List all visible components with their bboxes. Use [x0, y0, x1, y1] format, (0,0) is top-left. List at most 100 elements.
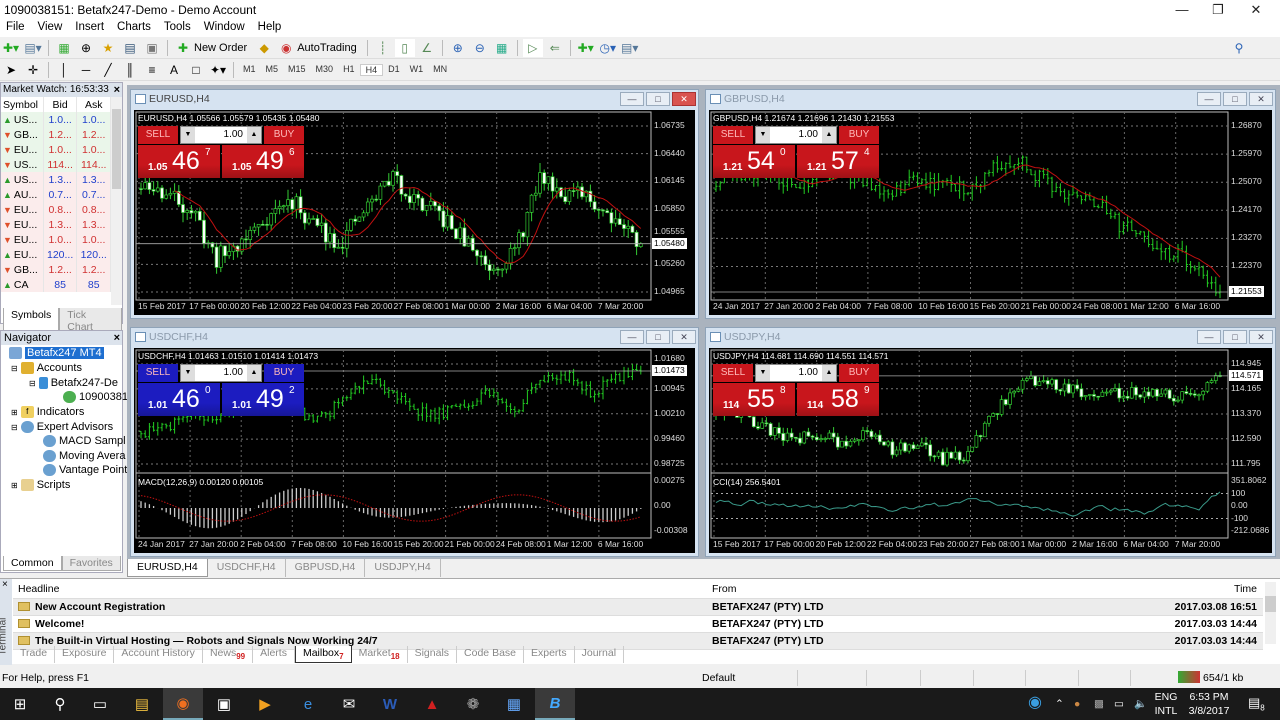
lot-decrease-icon[interactable]: ▼: [756, 127, 770, 143]
tab-common[interactable]: Common: [3, 556, 62, 571]
chart-close-button[interactable]: ✕: [672, 92, 696, 106]
terminal-icon[interactable]: ▤: [124, 41, 136, 55]
terminal-tab-experts[interactable]: Experts: [524, 646, 575, 663]
buy-button[interactable]: BUY: [264, 126, 304, 144]
market-watch-row[interactable]: ▲ EU... 120... 120...: [1, 247, 111, 262]
chart-tab-usdjpy[interactable]: USDJPY,H4: [365, 559, 441, 577]
market-watch-row[interactable]: ▲ US... 1.3... 1.3...: [1, 172, 111, 187]
timeframe-m1[interactable]: M1: [243, 64, 256, 74]
chart-window-eurusd[interactable]: EURUSD,H4 — □ ✕ 1.06735 1.06440 1.06145 1.05850…: [130, 89, 699, 319]
terminal-tab-news[interactable]: News99: [203, 646, 254, 663]
terminal-tab-exposure[interactable]: Exposure: [55, 646, 115, 663]
nav-account-number[interactable]: 10900381: [79, 391, 128, 403]
market-watch-row[interactable]: ▲ AU... 0.7... 0.7...: [1, 187, 111, 202]
lot-decrease-icon[interactable]: ▼: [181, 127, 195, 143]
sell-price-box[interactable]: 1.21 54 0: [713, 145, 795, 178]
chart-canvas[interactable]: 1.06735 1.06440 1.06145 1.05850 1.05555 1.052…: [134, 110, 695, 315]
buy-button[interactable]: BUY: [264, 364, 304, 382]
terminal-scrollbar[interactable]: [1265, 582, 1276, 644]
autotrading-button[interactable]: AutoTrading: [297, 42, 357, 54]
timeframe-h1[interactable]: H1: [343, 64, 355, 74]
menu-charts[interactable]: Charts: [117, 21, 151, 33]
lot-decrease-icon[interactable]: ▼: [756, 365, 770, 381]
market-watch-close-icon[interactable]: ×: [113, 84, 120, 96]
autotrading-icon[interactable]: ◉: [280, 41, 292, 55]
sell-button[interactable]: SELL: [138, 364, 178, 382]
close-button[interactable]: ✕: [1250, 2, 1262, 17]
chart-close-button[interactable]: ✕: [672, 330, 696, 344]
equidistant-channel-icon[interactable]: ║: [125, 63, 135, 77]
nav-accounts[interactable]: Accounts: [36, 362, 82, 374]
nav-expert-advisors[interactable]: Expert Advisors: [36, 421, 114, 433]
search-icon[interactable]: ⚲: [54, 696, 66, 713]
cursor-icon[interactable]: ➤: [5, 63, 17, 77]
chart-maximize-button[interactable]: □: [646, 330, 670, 344]
market-watch-row[interactable]: ▼ EU... 1.0... 1.0...: [1, 232, 111, 247]
profiles-icon[interactable]: ▤▾: [24, 41, 42, 55]
market-watch-row[interactable]: ▼ US... 114... 114...: [1, 157, 111, 172]
terminal-tab-alerts[interactable]: Alerts: [253, 646, 295, 663]
crosshair-icon[interactable]: ✛: [27, 63, 39, 77]
chart-tab-usdchf[interactable]: USDCHF,H4: [208, 559, 286, 577]
chart-tab-gbpusd[interactable]: GBPUSD,H4: [286, 559, 366, 577]
new-chart-icon[interactable]: ✚▾: [2, 41, 20, 55]
timeframe-m5[interactable]: M5: [265, 64, 279, 74]
new-order-icon[interactable]: ✚: [177, 41, 189, 55]
media-player-icon[interactable]: ▶: [259, 696, 271, 713]
mail-row[interactable]: The Built-in Virtual Hosting — Robots an…: [13, 633, 1263, 650]
firefox-icon[interactable]: ◉: [163, 688, 203, 720]
chart-close-button[interactable]: ✕: [1249, 330, 1273, 344]
lot-decrease-icon[interactable]: ▼: [181, 365, 195, 381]
chart-maximize-button[interactable]: □: [1223, 92, 1247, 106]
acrobat-icon[interactable]: ▲: [424, 695, 440, 713]
buy-price-box[interactable]: 1.01 49 2: [222, 383, 304, 416]
vertical-line-icon[interactable]: │: [60, 63, 68, 77]
market-watch-row[interactable]: ▼ EU... 1.3... 1.3...: [1, 217, 111, 232]
clock[interactable]: 6:53 PM 3/8/2017: [1180, 690, 1238, 718]
templates-icon[interactable]: ▤▾: [621, 41, 639, 55]
minimize-button[interactable]: —: [1175, 2, 1189, 17]
sell-button[interactable]: SELL: [713, 126, 753, 144]
app-icon[interactable]: ❁: [466, 696, 480, 713]
mail-icon[interactable]: ✉: [342, 696, 356, 713]
network-icon[interactable]: ▩: [1094, 698, 1104, 710]
lot-size-input[interactable]: ▼ 1.00 ▲: [180, 126, 262, 144]
fibonacci-icon[interactable]: ≡: [148, 63, 156, 77]
market-watch-icon[interactable]: ▦: [58, 41, 70, 55]
lot-increase-icon[interactable]: ▲: [822, 365, 836, 381]
timeframe-d1[interactable]: D1: [388, 64, 400, 74]
text-label-icon[interactable]: □: [192, 63, 200, 77]
file-explorer-icon[interactable]: ▤: [134, 696, 150, 713]
trendline-icon[interactable]: ╱: [104, 63, 112, 77]
timeframe-h4[interactable]: H4: [359, 64, 384, 76]
terminal-tab-journal[interactable]: Journal: [575, 646, 625, 663]
chart-minimize-button[interactable]: —: [1197, 92, 1221, 106]
chart-window-usdchf[interactable]: USDCHF,H4 — □ ✕ 1.01680 1.00945 1.00210 0.99460…: [130, 327, 699, 557]
terminal-close-icon[interactable]: ×: [2, 579, 8, 590]
market-watch-row[interactable]: ▼ GB... 1.2... 1.2...: [1, 127, 111, 142]
new-order-button[interactable]: New Order: [194, 42, 248, 54]
menu-help[interactable]: Help: [257, 21, 282, 33]
lot-size-input[interactable]: ▼ 1.00 ▲: [755, 126, 837, 144]
word-icon[interactable]: W: [382, 695, 398, 713]
market-watch-scrollbar[interactable]: [111, 97, 122, 305]
nav-server[interactable]: Betafx247-De: [50, 377, 118, 389]
column-headline[interactable]: Headline: [18, 583, 60, 595]
sell-button[interactable]: SELL: [138, 126, 178, 144]
timeframe-m30[interactable]: M30: [315, 64, 334, 74]
mail-row[interactable]: New Account Registration BETAFX247 (PTY) …: [13, 599, 1263, 616]
chart-maximize-button[interactable]: □: [1223, 330, 1247, 344]
lot-increase-icon[interactable]: ▲: [822, 127, 836, 143]
edge-icon[interactable]: e: [303, 695, 313, 713]
sell-price-box[interactable]: 1.05 46 7: [138, 145, 220, 178]
nav-ea-vantage-point[interactable]: Vantage Point: [59, 464, 128, 476]
volume-icon[interactable]: 🔈: [1134, 698, 1148, 710]
periods-icon[interactable]: ◷▾: [599, 41, 616, 55]
menu-tools[interactable]: Tools: [163, 21, 191, 33]
update-alert-icon[interactable]: ◉: [1028, 694, 1042, 711]
candlestick-icon[interactable]: ▯: [394, 39, 415, 57]
task-view-icon[interactable]: ▭: [92, 696, 108, 713]
lot-size-input[interactable]: ▼ 1.00 ▲: [755, 364, 837, 382]
chart-window-usdjpy[interactable]: USDJPY,H4 — □ ✕ 114.945 114.165 113.370 112.590…: [705, 327, 1276, 557]
column-header-bid[interactable]: Bid: [43, 97, 78, 112]
